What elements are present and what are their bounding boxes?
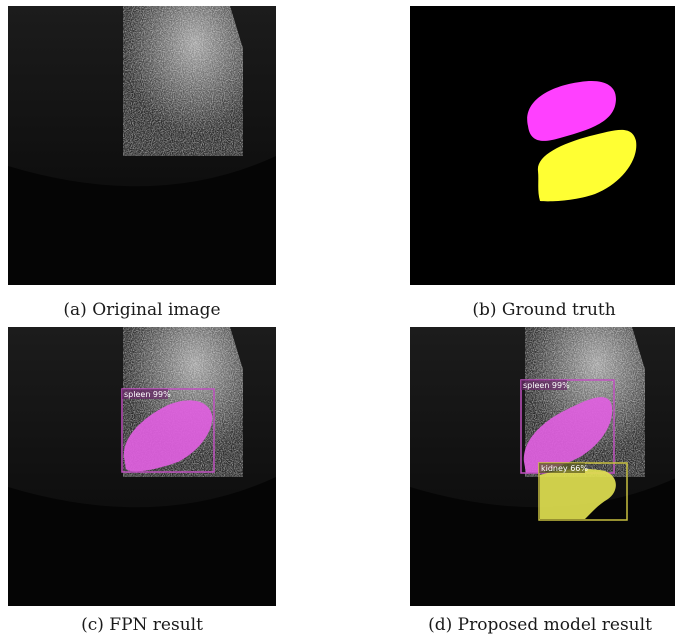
proposed-result-image: spleen 99% kidney 66% (410, 327, 675, 606)
panel-proposed-result: spleen 99% kidney 66% (410, 327, 675, 606)
kidney-prediction (540, 468, 616, 519)
caption-a: (a) Original image (63, 300, 221, 320)
panel-ground-truth (410, 6, 675, 285)
kidney-label: kidney 66% (541, 464, 588, 473)
kidney-mask (537, 129, 637, 202)
spleen-prediction (523, 397, 613, 474)
spleen-prediction (123, 400, 213, 472)
fpn-result-image: spleen 99% (8, 327, 276, 606)
ground-truth-mask (410, 6, 675, 285)
panel-fpn-result: spleen 99% (8, 327, 276, 606)
caption-b: (b) Ground truth (472, 300, 616, 320)
caption-d: (d) Proposed model result (428, 615, 652, 635)
spleen-label: spleen 99% (124, 390, 171, 399)
panel-original-image (8, 6, 276, 285)
spleen-mask (527, 81, 616, 141)
caption-c: (c) FPN result (81, 615, 203, 635)
spleen-label: spleen 99% (523, 381, 570, 390)
ultrasound-image (8, 6, 276, 285)
